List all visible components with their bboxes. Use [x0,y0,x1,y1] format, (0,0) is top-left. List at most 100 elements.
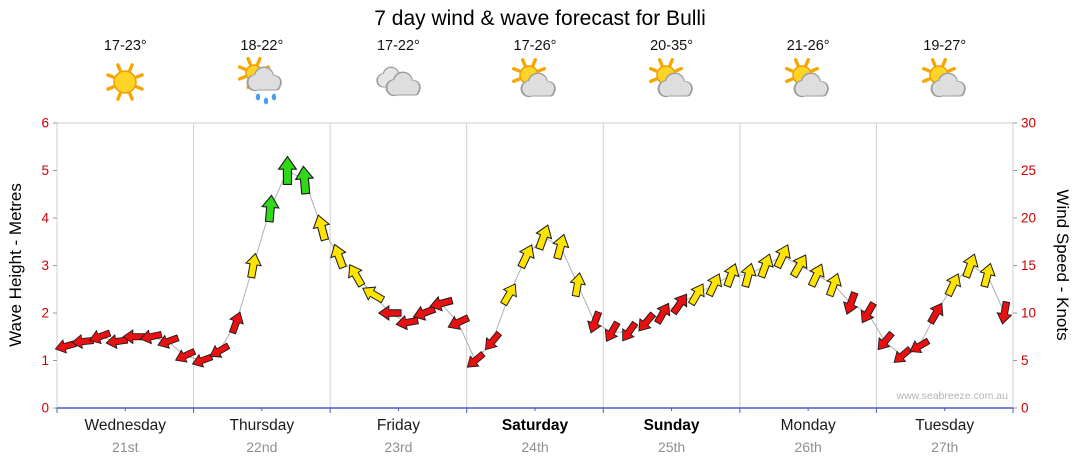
partly-cloudy-icon [512,58,556,98]
wind-arrow [789,254,808,279]
day-label: Thursday 22nd [194,417,330,455]
day-name: Friday [376,417,420,434]
day-date: 24th [521,439,549,455]
wind-arrow [500,283,517,307]
wind-arrow [604,320,621,343]
wind-arrow [687,283,705,307]
wind-arrow [312,214,331,242]
day-date: 27th [931,439,959,455]
wind-arrow [638,311,657,332]
right-tick-label: 15 [1021,258,1036,273]
day-temp-range: 21-26° [786,38,830,54]
wind-arrow [348,263,366,288]
day-label: Friday 23rd [330,417,466,455]
wind-arrow [723,263,740,289]
cloudy-icon [376,66,422,97]
wind-arrow [377,305,402,321]
wind-arrow [893,346,913,363]
right-tick-label: 25 [1021,163,1036,178]
right-tick-label: 10 [1021,306,1036,321]
wind-arrow [569,272,587,298]
day-date: 22nd [246,439,278,455]
day-temp-range: 17-23° [103,38,147,54]
right-tick-label: 5 [1021,353,1029,368]
left-tick-label: 4 [41,211,49,226]
day-label: Monday 26th [740,417,876,455]
wind-arrow [740,262,757,289]
right-axis-title: Wind Speed - Knots [1053,189,1072,341]
left-tick-label: 3 [41,258,49,273]
day-temp-range: 18-22° [240,38,284,54]
left-tick-label: 6 [41,116,49,131]
wind-arrow [209,342,231,358]
watermark: www.seabreeze.com.au [896,390,1009,402]
day-temp-range: 17-26° [513,38,557,54]
day-label: Saturday 24th [467,417,603,455]
day-label: Sunday 25th [604,417,740,455]
day-label: Tuesday 27th [877,417,1013,455]
day-date: 25th [657,439,686,455]
sunny-icon [106,63,145,101]
wind-arrow [877,330,895,351]
day-name: Wednesday [84,417,167,434]
weather-icon-box [369,56,427,108]
wind-arrow [191,353,214,368]
left-tick-label: 2 [41,306,49,321]
day-temp-range: 17-22° [376,38,420,54]
wind-arrow [362,286,386,304]
right-tick-label: 0 [1021,401,1029,416]
partly-cloudy-icon [785,58,829,98]
weather-icon-box [506,56,564,108]
wind-arrow [277,155,298,186]
wind-arrow [88,329,112,345]
wind-arrow [670,293,688,316]
day-name: Saturday [501,417,569,434]
wind-arrow [157,334,180,349]
day-name: Monday [780,417,836,434]
page-title: 7 day wind & wave forecast for Bulli [374,7,706,30]
wind-arrow [842,291,859,315]
grid-lines [193,123,877,408]
wind-speed-line [65,169,1005,362]
wind-arrow [139,329,163,345]
partly-cloudy-icon [648,58,693,98]
wind-arrow [228,311,244,335]
day-date: 21st [112,439,139,455]
wind-arrow [261,194,280,223]
day-date: 26th [794,439,822,455]
right-tick-label: 30 [1021,116,1036,131]
day-name: Sunday [643,417,700,434]
wind-arrow [174,348,197,363]
wind-arrow [944,273,962,298]
left-tick-label: 0 [41,401,49,416]
weather-icon-box [643,56,701,108]
wind-arrow [825,272,842,298]
left-axis-ticks: 0 1 2 3 4 5 6 [41,116,57,416]
weather-icon-box [779,56,837,108]
wind-arrow [909,337,931,354]
wind-arrow [466,351,486,368]
wind-arrow [244,252,262,279]
right-axis-ticks: 0 5 10 15 20 25 30 [1013,116,1036,416]
left-tick-label: 1 [41,353,49,368]
day-date: 23rd [384,439,413,455]
weather-icon-box [916,56,974,108]
sun-showers-icon [237,56,282,105]
wind-arrow [807,263,825,288]
wind-arrow [330,243,347,270]
day-temp-range: 19-27° [923,38,967,54]
wind-arrow [962,253,979,279]
partly-cloudy-icon [921,58,966,98]
wind-arrow [705,273,723,298]
x-axis [56,407,1014,413]
wind-arrow [552,233,570,261]
wind-arrow [412,305,437,321]
wind-arrow [429,295,454,312]
wind-arrow [773,244,791,270]
wind-arrow [484,330,503,351]
wind-arrow [927,302,944,325]
left-axis-title: Wave Height - Metres [6,183,25,347]
wind-arrow [654,302,671,325]
